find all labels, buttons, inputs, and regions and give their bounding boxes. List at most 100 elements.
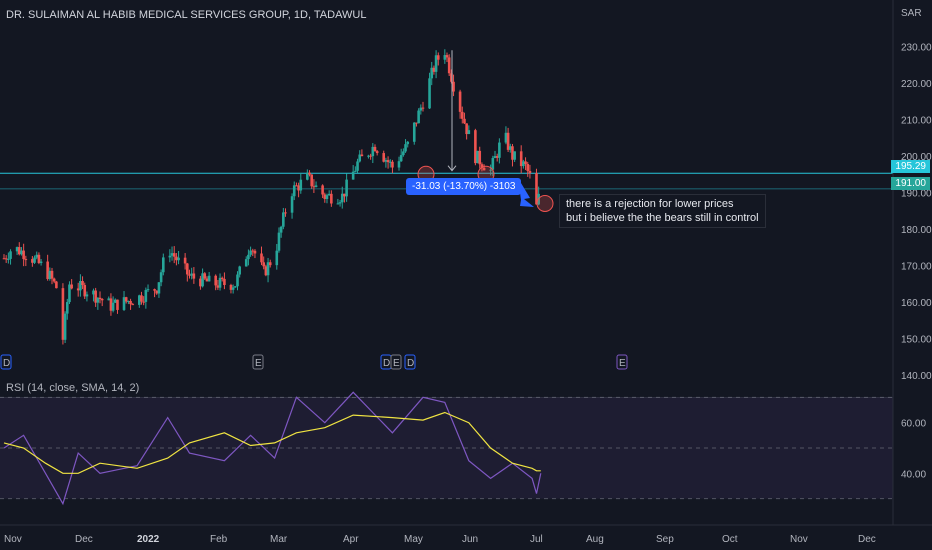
event-marker-label: D <box>407 358 414 369</box>
candle-down <box>452 81 455 92</box>
candle-down <box>375 151 379 154</box>
candle-up <box>63 313 67 340</box>
measure-label[interactable]: -31.03 (-13.70%) -3103 <box>406 178 522 195</box>
candle-down <box>343 193 346 197</box>
candle-up <box>33 257 36 263</box>
candle-up <box>35 254 39 258</box>
candle-up <box>162 257 165 273</box>
candle-up <box>419 107 423 111</box>
rsi-axis-label: 60.00 <box>901 419 926 430</box>
candle-up <box>275 250 279 266</box>
candle-up <box>244 259 248 267</box>
candle-down <box>142 301 145 303</box>
candle-up <box>491 158 495 170</box>
time-axis-label: Nov <box>790 534 808 545</box>
candle-up <box>48 270 52 279</box>
candle-up <box>430 67 434 79</box>
candle-down <box>140 295 143 302</box>
candle-down <box>386 160 390 163</box>
candle-up <box>338 202 342 204</box>
candle-up <box>207 275 211 282</box>
candle-down <box>495 156 499 158</box>
candle-down <box>175 256 178 261</box>
rsi-ma-line <box>3 411 541 474</box>
candle-up <box>371 146 375 157</box>
candle-up <box>190 273 193 276</box>
candle-down <box>153 289 156 291</box>
candle-down <box>155 290 159 294</box>
candle-up <box>476 150 479 164</box>
candle-up <box>9 251 12 259</box>
candle-down <box>183 257 187 264</box>
time-axis-label: Nov <box>4 534 22 545</box>
candle-up <box>85 294 89 297</box>
candle-down <box>264 266 268 276</box>
candle-down <box>519 151 523 167</box>
candle-up <box>234 286 237 288</box>
candle-up <box>417 110 420 124</box>
candle-down <box>297 185 300 191</box>
candle-down <box>55 281 58 289</box>
candle-up <box>111 302 115 311</box>
candle-up <box>236 274 239 287</box>
time-axis-label: Feb <box>210 534 228 545</box>
candle-up <box>299 179 303 191</box>
candle-down <box>109 298 113 311</box>
candle-up <box>65 302 69 314</box>
candle-up <box>356 161 359 171</box>
candle-up <box>96 297 100 303</box>
candle-up <box>292 185 296 197</box>
measure-arrowhead <box>447 165 457 172</box>
time-axis-label: Aug <box>586 534 604 545</box>
candle-down <box>124 297 128 302</box>
candle-down <box>199 278 202 287</box>
event-marker-label: E <box>393 358 400 369</box>
candle-down <box>253 250 257 254</box>
candle-down <box>4 258 8 260</box>
candle-up <box>367 155 370 157</box>
candle-up <box>168 255 172 258</box>
candle-up <box>170 253 174 256</box>
candle-up <box>434 55 438 72</box>
candle-down <box>524 161 527 165</box>
candle-up <box>402 151 405 156</box>
candle-up <box>522 161 525 167</box>
candle-up <box>279 226 283 233</box>
candle-down <box>50 270 54 279</box>
time-axis-label: May <box>404 534 423 545</box>
time-axis-label: Apr <box>343 534 359 545</box>
candle-up <box>354 170 357 172</box>
candle-down <box>100 299 104 301</box>
time-axis-label: 2022 <box>137 534 160 545</box>
candle-up <box>277 232 281 251</box>
candle-down <box>172 253 176 257</box>
candle-down <box>528 170 532 174</box>
candle-up <box>412 122 416 142</box>
candle-down <box>445 55 449 58</box>
candle-up <box>266 262 270 276</box>
candle-up <box>238 266 241 275</box>
candle-down <box>52 278 56 282</box>
candle-up <box>39 261 43 264</box>
candle-down <box>205 278 209 282</box>
price-axis-label: 220.00 <box>901 79 932 90</box>
candle-up <box>513 151 516 160</box>
candle-up <box>306 172 309 180</box>
candle-up <box>504 132 508 143</box>
candle-up <box>489 169 492 171</box>
currency-label: SAR <box>901 8 922 19</box>
candle-down <box>186 263 189 275</box>
candle-down <box>262 262 265 267</box>
annotation-note[interactable]: there is a rejection for lower prices bu… <box>559 194 766 228</box>
candle-up <box>113 299 117 303</box>
candle-down <box>131 304 135 306</box>
candle-down <box>432 67 436 72</box>
time-axis-label: Dec <box>75 534 93 545</box>
pane-separator <box>0 397 893 398</box>
candle-down <box>421 107 425 109</box>
candle-up <box>177 257 180 261</box>
event-marker-label: E <box>255 358 262 369</box>
annotation-line-1: there is a rejection for lower prices <box>566 198 734 210</box>
candle-up <box>508 146 512 150</box>
